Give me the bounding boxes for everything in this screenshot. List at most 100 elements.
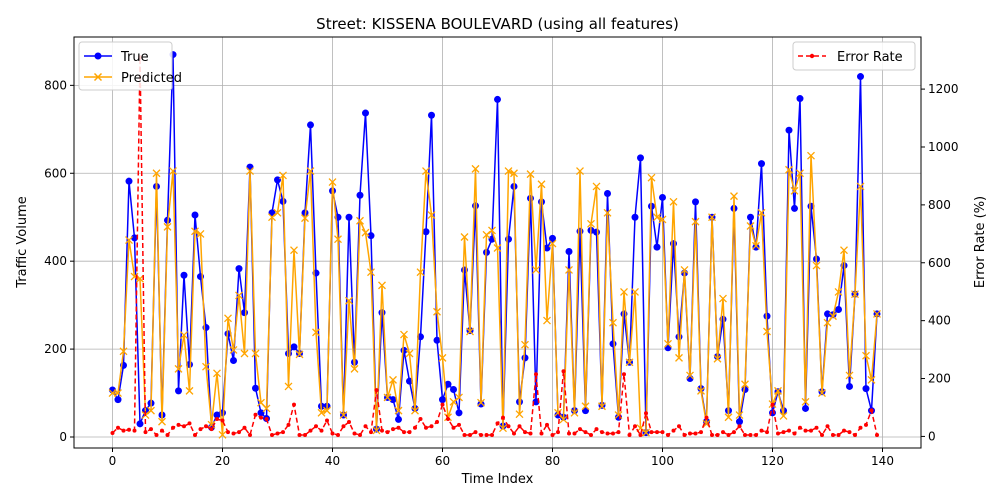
data-point-true bbox=[785, 126, 793, 134]
data-point-predicted bbox=[339, 411, 348, 419]
data-point-error-rate bbox=[435, 419, 439, 424]
data-point-true bbox=[389, 396, 397, 404]
data-point-predicted bbox=[691, 217, 700, 226]
data-point-error-rate bbox=[479, 432, 483, 437]
data-point-predicted bbox=[570, 408, 579, 417]
data-point-predicted bbox=[554, 408, 562, 417]
data-point-error-rate bbox=[715, 432, 720, 437]
y-right-tick-label: 0 bbox=[928, 429, 936, 443]
data-point-error-rate bbox=[754, 432, 758, 437]
data-point-predicted bbox=[581, 402, 590, 411]
data-point-true bbox=[114, 396, 122, 404]
data-point-true bbox=[367, 232, 375, 240]
data-point-predicted bbox=[587, 219, 595, 228]
data-point-error-rate bbox=[627, 432, 632, 437]
x-tick-label: 0 bbox=[109, 454, 117, 468]
data-point-true bbox=[653, 243, 661, 251]
data-point-predicted bbox=[614, 411, 623, 419]
data-point-predicted bbox=[279, 171, 287, 180]
data-point-error-rate bbox=[402, 430, 406, 435]
data-point-error-rate bbox=[292, 402, 296, 407]
data-point-error-rate bbox=[341, 424, 346, 429]
data-point-predicted bbox=[229, 346, 238, 354]
data-point-predicted bbox=[196, 229, 205, 238]
data-point-error-rate bbox=[275, 431, 280, 436]
data-point-predicted bbox=[537, 180, 546, 189]
data-point-error-rate bbox=[561, 369, 566, 374]
legend-right: Error Rate bbox=[792, 41, 916, 71]
data-point-true bbox=[846, 382, 853, 390]
data-point-error-rate bbox=[314, 424, 318, 429]
data-point-true bbox=[235, 265, 243, 273]
data-point-predicted bbox=[620, 287, 628, 296]
data-point-true bbox=[752, 243, 760, 251]
y-tick-label: 800 bbox=[44, 78, 67, 92]
legend-true-label: True bbox=[120, 50, 149, 65]
data-point-predicted bbox=[565, 266, 573, 274]
data-point-true bbox=[428, 111, 435, 119]
data-point-error-rate bbox=[836, 432, 841, 437]
data-point-error-rate bbox=[468, 432, 472, 437]
data-point-error-rate bbox=[336, 432, 340, 437]
data-point-error-rate bbox=[550, 432, 555, 437]
data-point-error-rate bbox=[143, 430, 148, 435]
data-point-error-rate bbox=[534, 372, 538, 377]
data-point-error-rate bbox=[330, 431, 335, 436]
data-point-error-rate bbox=[215, 417, 219, 422]
data-point-error-rate bbox=[594, 427, 599, 432]
data-point-error-rate bbox=[171, 425, 175, 430]
data-point-error-rate bbox=[132, 428, 137, 433]
data-point-error-rate bbox=[726, 432, 731, 437]
data-point-predicted bbox=[477, 398, 485, 407]
data-point-error-rate bbox=[237, 430, 241, 435]
data-point-error-rate bbox=[737, 424, 742, 429]
x-tick-label: 60 bbox=[435, 454, 450, 468]
data-point-predicted bbox=[559, 415, 568, 424]
data-point-true bbox=[213, 411, 221, 419]
data-point-true bbox=[395, 415, 402, 423]
data-point-true bbox=[241, 309, 248, 317]
data-point-error-rate bbox=[303, 432, 307, 437]
data-point-true bbox=[664, 344, 672, 352]
x-tick-label: 20 bbox=[215, 454, 230, 468]
data-point-predicted bbox=[218, 430, 227, 439]
data-point-predicted bbox=[845, 371, 854, 380]
data-point-predicted bbox=[801, 397, 810, 406]
axes: 0 20 40 60 80 100 120 140 0 200 400 600 800 0 200 400 60… bbox=[44, 78, 958, 468]
data-point-predicted bbox=[708, 213, 716, 222]
data-point-error-rate bbox=[792, 431, 797, 436]
data-point-error-rate bbox=[259, 415, 263, 420]
data-point-error-rate bbox=[512, 431, 516, 436]
data-point-predicted bbox=[202, 362, 210, 371]
data-point-predicted bbox=[400, 330, 408, 339]
data-point-predicted bbox=[686, 371, 694, 380]
data-point-true bbox=[549, 234, 556, 242]
data-point-predicted bbox=[851, 290, 859, 299]
data-point-predicted bbox=[779, 411, 788, 420]
y-axis-label: Traffic Volume bbox=[15, 196, 30, 289]
data-point-predicted bbox=[383, 393, 392, 402]
data-point-predicted bbox=[818, 389, 826, 398]
data-point-error-rate bbox=[204, 424, 208, 429]
data-point-error-rate bbox=[567, 431, 571, 436]
y-axis-right-label: Error Rate (%) bbox=[973, 196, 988, 288]
data-point-predicted bbox=[576, 167, 584, 176]
data-point-error-rate bbox=[638, 432, 643, 437]
data-point-error-rate bbox=[319, 428, 324, 433]
data-point-error-rate bbox=[347, 419, 351, 424]
data-point-predicted bbox=[136, 274, 144, 283]
data-point-error-rate bbox=[655, 430, 659, 435]
data-point-predicted bbox=[697, 386, 705, 395]
data-point-error-rate bbox=[556, 430, 560, 435]
data-point-error-rate bbox=[853, 432, 857, 437]
data-point-true bbox=[191, 211, 199, 219]
data-point-predicted bbox=[873, 309, 881, 318]
data-point-predicted bbox=[367, 268, 375, 277]
data-point-true bbox=[285, 349, 292, 357]
data-point-predicted bbox=[724, 413, 733, 422]
data-point-predicted bbox=[669, 197, 678, 206]
data-point-true bbox=[791, 204, 798, 212]
data-point-true bbox=[736, 418, 743, 426]
data-point-error-rate bbox=[407, 430, 412, 435]
data-point-error-rate bbox=[759, 428, 764, 433]
